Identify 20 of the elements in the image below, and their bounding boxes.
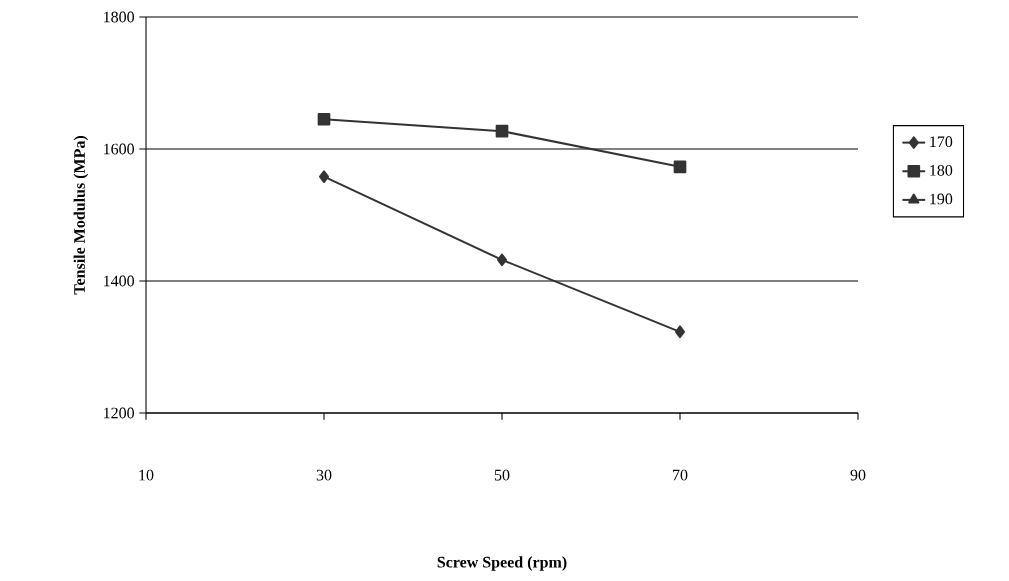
legend-label: 180 (930, 164, 953, 176)
point (673, 160, 687, 174)
x-tick-label: 10 (139, 469, 154, 481)
point (495, 124, 509, 138)
y-tick-label: 1200 (104, 407, 135, 419)
point (675, 325, 685, 339)
point (319, 170, 330, 184)
x-tick-label: 70 (673, 469, 688, 481)
x-tick-label: 50 (494, 469, 510, 481)
point (317, 112, 331, 126)
x-axis-title: Screw Speed (rpm) (437, 556, 567, 571)
x-tick-label: 30 (316, 469, 332, 481)
y-tick-label: 1400 (104, 275, 135, 287)
y-tick-label: 1600 (104, 143, 135, 155)
y-axis-title: Tensile Modulus (MPa) (73, 135, 89, 295)
y-tick-label: 1800 (104, 11, 135, 23)
x-tick-label: 90 (850, 469, 866, 481)
legend-label: 190 (930, 193, 953, 205)
point (497, 253, 508, 267)
legend-label: 170 (930, 136, 953, 148)
